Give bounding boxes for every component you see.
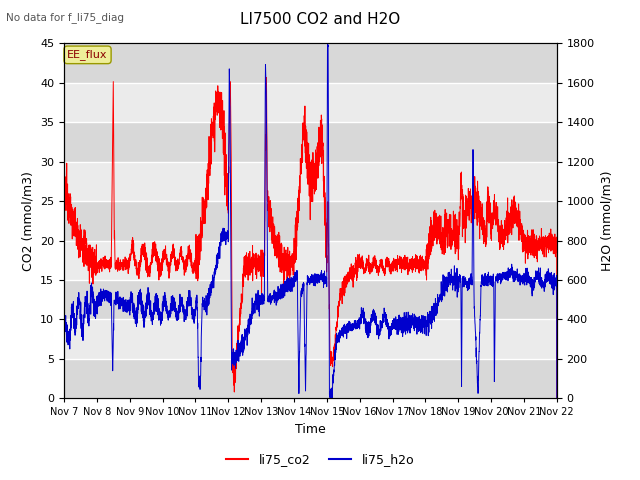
Bar <box>64 320 557 359</box>
Y-axis label: H2O (mmol/m3): H2O (mmol/m3) <box>600 170 613 271</box>
Bar <box>64 240 557 280</box>
Bar <box>64 359 557 398</box>
Y-axis label: CO2 (mmol/m3): CO2 (mmol/m3) <box>22 171 35 271</box>
Text: LI7500 CO2 and H2O: LI7500 CO2 and H2O <box>240 12 400 27</box>
Bar <box>64 122 557 162</box>
X-axis label: Time: Time <box>295 423 326 436</box>
Text: EE_flux: EE_flux <box>67 49 108 60</box>
Legend: li75_co2, li75_h2o: li75_co2, li75_h2o <box>221 448 419 471</box>
Text: No data for f_li75_diag: No data for f_li75_diag <box>6 12 124 23</box>
Bar <box>64 43 557 83</box>
Bar <box>64 83 557 122</box>
Bar <box>64 280 557 320</box>
Bar <box>64 162 557 201</box>
Bar <box>64 201 557 240</box>
